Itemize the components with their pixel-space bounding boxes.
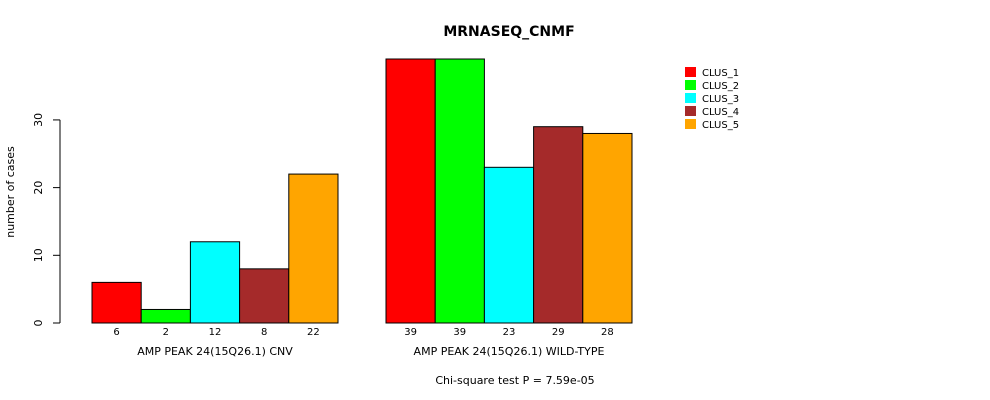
legend-label: CLUS_3: [702, 94, 739, 105]
chart-title: MRNASEQ_CNMF: [443, 24, 574, 40]
y-axis-label: number of cases: [4, 146, 17, 238]
y-tick-label: 20: [32, 181, 45, 195]
group-labels: AMP PEAK 24(15Q26.1) CNV AMP PEAK 24(15Q2…: [137, 345, 604, 358]
bar-clus_4-group-1: [239, 268, 290, 324]
bar-value-label: 39: [453, 327, 466, 338]
bar-value-label: 23: [503, 327, 516, 338]
legend-label: CLUS_2: [702, 81, 739, 92]
bar-value-label: 8: [261, 327, 267, 338]
bar-value-label: 22: [307, 327, 320, 338]
bar-value-label: 6: [113, 327, 119, 338]
y-axis: 0 10 20 30: [32, 113, 61, 327]
legend-swatch-clus_1: [685, 67, 696, 77]
bar-clus_5-group-1: [288, 173, 339, 324]
bars: 6 2 12 8 22 39 39 23 29 28: [91, 58, 633, 338]
legend: CLUS_1 CLUS_2 CLUS_3 CLUS_4 CLUS_5: [685, 67, 739, 131]
bar-clus_2-group-2: [434, 58, 485, 324]
bar-value-label: 39: [404, 327, 417, 338]
legend-swatch-clus_3: [685, 93, 696, 103]
bar-clus_1-group-1: [91, 281, 142, 324]
group-label: AMP PEAK 24(15Q26.1) CNV: [137, 345, 293, 358]
group-label: AMP PEAK 24(15Q26.1) WILD-TYPE: [414, 345, 605, 358]
y-tick-label: 0: [32, 320, 45, 327]
legend-label: CLUS_4: [702, 107, 739, 118]
bar-value-label: 2: [163, 327, 169, 338]
y-tick-label: 10: [32, 248, 45, 262]
legend-swatch-clus_4: [685, 106, 696, 116]
bar-clus_2-group-1: [140, 308, 191, 324]
bar-clus_4-group-2: [533, 126, 584, 324]
legend-label: CLUS_5: [702, 120, 739, 131]
footnote: Chi-square test P = 7.59e-05: [435, 374, 594, 387]
bar-clus_3-group-2: [483, 166, 535, 324]
bar-clus_3-group-1: [189, 241, 241, 324]
legend-label: CLUS_1: [702, 68, 739, 79]
bar-clus_5-group-2: [582, 132, 633, 324]
legend-swatch-clus_2: [685, 80, 696, 90]
legend-swatch-clus_5: [685, 119, 696, 129]
bar-value-label: 29: [552, 327, 565, 338]
bar-clus_1-group-2: [385, 58, 436, 324]
bar-value-label: 28: [601, 327, 614, 338]
y-tick-label: 30: [32, 113, 45, 127]
bar-value-label: 12: [209, 327, 222, 338]
